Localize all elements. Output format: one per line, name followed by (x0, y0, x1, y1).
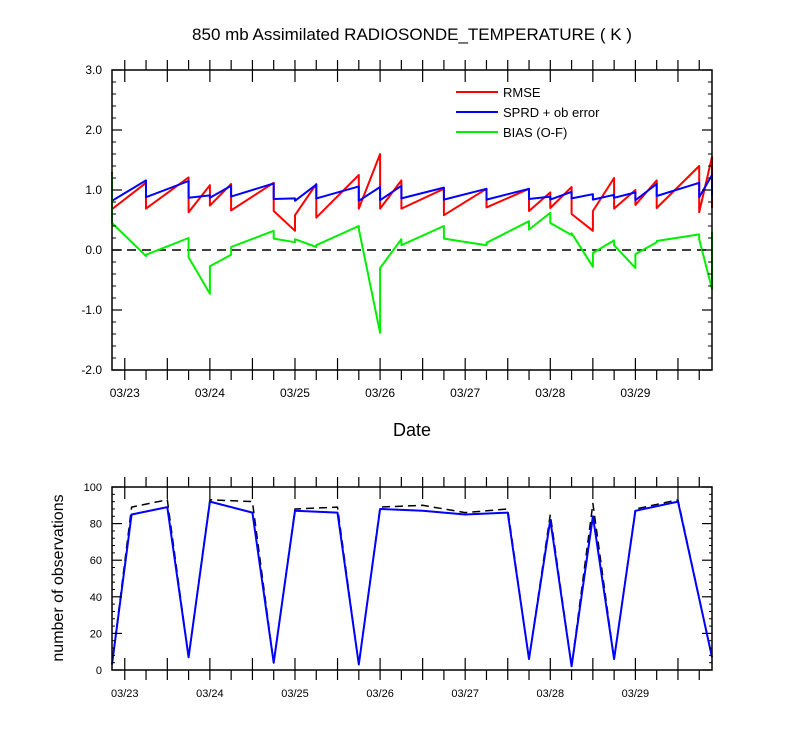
top-chart-title: 850 mb Assimilated RADIOSONDE_TEMPERATUR… (192, 25, 632, 44)
top-plot-frame (111, 69, 713, 371)
top-chart-legend: RMSE SPRD + ob error BIAS (O-F) (456, 85, 600, 140)
bot-xtick-label: 03/27 (451, 688, 479, 700)
top-chart-xlabel: Date (393, 420, 431, 440)
legend-label: BIAS (O-F) (503, 125, 567, 140)
series-line-sprd-ob-error (111, 174, 713, 202)
bot-xtick-label: 03/28 (537, 688, 565, 700)
series-line-rmse (111, 153, 713, 232)
bot-ytick-label: 80 (90, 519, 102, 531)
bot-ytick-label: 60 (90, 555, 102, 567)
bot-ytick-label: 20 (90, 628, 102, 640)
bot-ytick-label: 0 (96, 665, 102, 677)
top-xtick-label: 03/25 (280, 386, 310, 400)
top-xtick-label: 03/24 (195, 386, 225, 400)
bot-xtick-label: 03/24 (196, 688, 224, 700)
bot-xtick-label: 03/29 (622, 688, 650, 700)
bottom-chart-ylabel: number of observations (50, 494, 67, 661)
bot-xtick-label: 03/26 (366, 688, 394, 700)
series-line-possible (111, 499, 713, 668)
legend-label: SPRD + ob error (503, 105, 600, 120)
top-xtick-label: 03/23 (110, 386, 140, 400)
bot-xtick-label: 03/23 (111, 688, 139, 700)
bot-plot-frame (111, 486, 713, 671)
series-line-assimilated (111, 500, 713, 668)
legend-label: RMSE (503, 85, 541, 100)
top-xtick-label: 03/26 (365, 386, 395, 400)
top-ytick-label: 0.0 (85, 243, 102, 257)
top-ytick-label: 2.0 (85, 123, 102, 137)
top-ytick-label: -1.0 (81, 303, 102, 317)
series-line-bias-o-f (111, 173, 713, 334)
top-ytick-label: -2.0 (81, 363, 102, 377)
bottom-chart: number of observations 0 20 40 60 80 100 03/23… (50, 477, 713, 700)
top-xtick-label: 03/29 (620, 386, 650, 400)
top-xtick-label: 03/27 (450, 386, 480, 400)
bot-ytick-label: 40 (90, 592, 102, 604)
top-ytick-label: 1.0 (85, 183, 102, 197)
top-chart: 850 mb Assimilated RADIOSONDE_TEMPERATUR… (81, 25, 713, 440)
top-ytick-label: 3.0 (85, 63, 102, 77)
bot-xtick-label: 03/25 (281, 688, 309, 700)
top-xtick-label: 03/28 (535, 386, 565, 400)
bot-ytick-label: 100 (84, 482, 102, 494)
